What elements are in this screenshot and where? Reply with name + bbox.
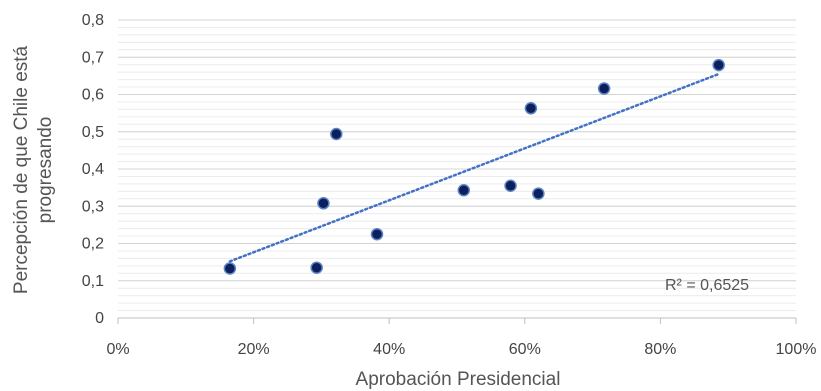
y-tick-label: 0,8 xyxy=(82,12,104,29)
data-point xyxy=(370,227,384,241)
data-point xyxy=(524,102,538,115)
y-tick-label: 0,1 xyxy=(82,273,104,290)
data-point xyxy=(310,261,323,274)
data-point xyxy=(330,127,343,141)
data-point xyxy=(597,82,611,95)
y-axis-title-line-1: Percepción de que Chile está xyxy=(11,45,32,294)
x-tick-label: 0% xyxy=(106,341,129,358)
y-tick-label: 0,6 xyxy=(82,87,104,104)
gridlines xyxy=(118,19,796,312)
y-tick-label: 0,7 xyxy=(82,49,104,66)
x-tick-label: 100% xyxy=(776,341,817,358)
y-axis-title-line-2: progresando xyxy=(35,117,56,224)
x-axis-title: Aprobación Presidencial xyxy=(356,369,561,390)
y-tick-label: 0,3 xyxy=(82,198,104,215)
x-tick-label: 40% xyxy=(373,341,405,358)
data-point xyxy=(712,58,725,72)
data-point xyxy=(504,179,517,193)
data-point xyxy=(532,187,545,200)
x-tick-labels: 0% 20% 40% 60% 80% 100% xyxy=(106,341,816,358)
x-tick-label: 60% xyxy=(509,341,541,358)
data-points xyxy=(223,58,725,275)
y-tick-label: 0,5 xyxy=(82,124,104,141)
y-tick-labels: 0 0,1 0,2 0,3 0,4 0,5 0,6 0,7 0,8 xyxy=(82,12,104,327)
y-tick-label: 0 xyxy=(95,310,104,327)
x-tick-label: 80% xyxy=(644,341,676,358)
r-squared-label: R² = 0,6525 xyxy=(665,277,749,294)
data-point xyxy=(457,183,471,197)
y-tick-label: 0,4 xyxy=(82,161,104,178)
trendline-path xyxy=(228,72,720,263)
y-tick-label: 0,2 xyxy=(82,236,104,253)
y-axis-title-group: Percepción de que Chile está progresando xyxy=(11,45,56,294)
axes xyxy=(117,317,797,324)
data-point xyxy=(317,197,330,210)
x-tick-label: 20% xyxy=(238,341,270,358)
trendline xyxy=(228,72,720,263)
data-point xyxy=(223,262,237,275)
